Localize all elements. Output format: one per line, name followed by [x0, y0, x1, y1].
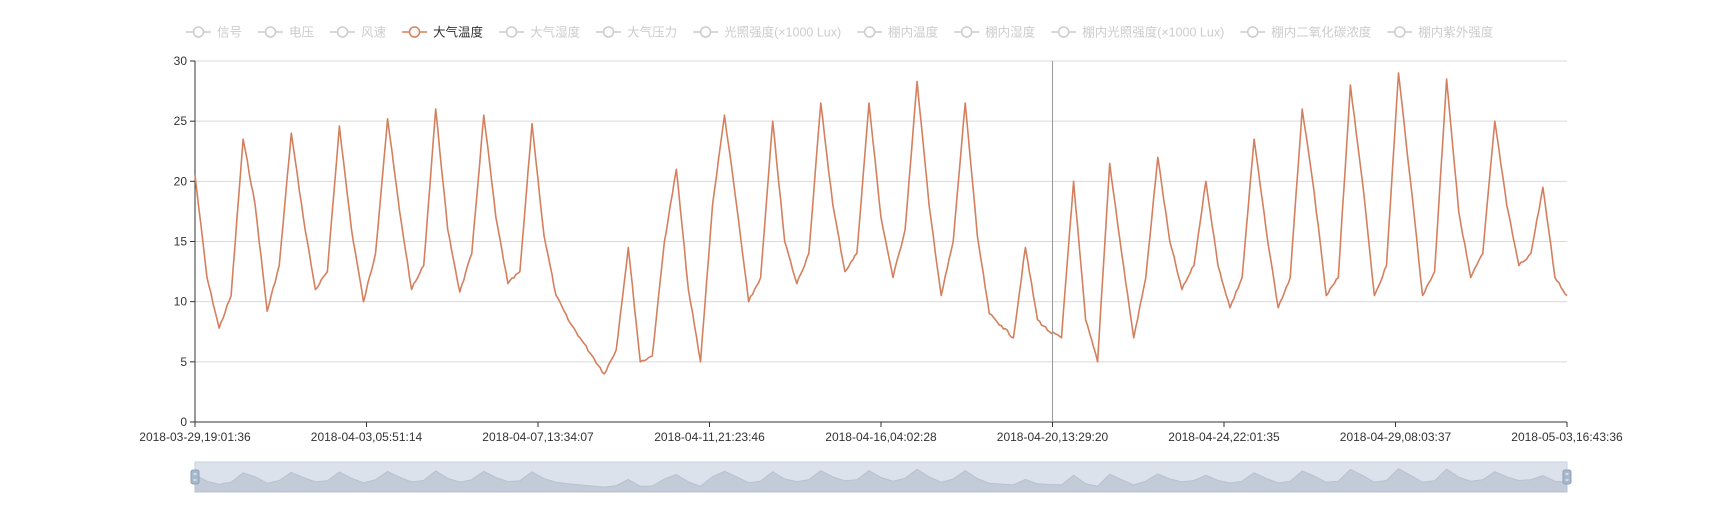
legend-item[interactable]: 大气压力 — [596, 25, 677, 40]
legend-item[interactable]: 大气温度 — [402, 25, 484, 40]
x-tick-label: 2018-04-16,04:02:28 — [825, 430, 937, 444]
zoom-handle-left[interactable] — [190, 469, 200, 485]
legend-label: 信号 — [217, 26, 242, 40]
legend-label: 大气压力 — [627, 25, 677, 40]
handle-grip-icon — [190, 469, 200, 485]
x-axis: 2018-03-29,19:01:36 2018-04-03,05:51:14 20… — [139, 421, 1623, 444]
handle-grip-icon — [1562, 469, 1572, 485]
y-tick-label: 20 — [174, 174, 188, 188]
legend-item[interactable]: 大气湿度 — [499, 25, 581, 40]
legend-circle-icon — [960, 26, 973, 38]
y-tick-label: 25 — [174, 114, 188, 128]
legend-item[interactable]: 电压 — [258, 26, 314, 40]
y-tick-label: 30 — [174, 54, 188, 68]
legend-label: 光照强度(×1000 Lux) — [724, 25, 841, 40]
legend-item[interactable]: 风速 — [330, 26, 387, 40]
legend-label: 棚内温度 — [888, 25, 939, 40]
legend-label: 风速 — [361, 26, 387, 40]
x-tick-label: 2018-04-03,05:51:14 — [311, 430, 423, 444]
legend-item[interactable]: 信号 — [186, 26, 242, 40]
x-tick-label: 2018-04-11,21:23:46 — [654, 430, 765, 444]
legend-circle-icon — [408, 26, 421, 38]
zoom-preview-area — [194, 468, 1568, 493]
y-tick-label: 5 — [180, 355, 187, 369]
legend-circle-icon — [1394, 26, 1406, 38]
y-axis: 0 5 10 15 20 25 30 — [174, 54, 196, 429]
x-tick-label: 2018-04-24,22:01:35 — [1168, 430, 1280, 444]
zoom-handle-right[interactable] — [1562, 469, 1572, 485]
legend-label: 电压 — [289, 26, 314, 40]
legend-item[interactable]: 棚内紫外强度 — [1387, 25, 1494, 40]
legend-circle-icon — [505, 26, 518, 38]
legend-label: 大气温度 — [433, 25, 484, 40]
legend-label: 棚内紫外强度 — [1418, 25, 1494, 40]
x-tick-label: 2018-03-29,19:01:36 — [139, 430, 251, 444]
legend-item[interactable]: 棚内湿度 — [954, 25, 1036, 40]
legend: 信号 电压 风速 大气温度 大气湿度 大气压力 光照强度(×1000 Lux) 棚内温度 棚内湿… — [186, 25, 1494, 40]
legend-circle-icon — [336, 26, 349, 38]
grid-lines — [195, 60, 1567, 363]
x-tick-label: 2018-04-20,13:29:20 — [997, 430, 1109, 444]
legend-label: 棚内光照强度(×1000 Lux) — [1082, 25, 1224, 40]
legend-item[interactable]: 棚内二氧化碳浓度 — [1240, 25, 1372, 40]
legend-item[interactable]: 棚内光照强度(×1000 Lux) — [1051, 25, 1224, 40]
legend-label: 棚内湿度 — [985, 25, 1036, 40]
x-tick-label: 2018-05-03,16:43:36 — [1511, 430, 1623, 444]
data-zoom-slider[interactable] — [190, 461, 1572, 493]
y-tick-label: 10 — [174, 295, 188, 309]
legend-label: 大气湿度 — [530, 25, 581, 40]
series-layer — [194, 72, 1568, 375]
legend-circle-icon — [264, 26, 277, 38]
legend-item[interactable]: 光照强度(×1000 Lux) — [693, 25, 841, 40]
x-tick-label: 2018-04-07,13:34:07 — [482, 430, 594, 444]
series-line-atmospheric-temperature — [194, 72, 1568, 375]
legend-item[interactable]: 棚内温度 — [857, 25, 939, 40]
legend-circle-icon — [602, 26, 615, 38]
x-tick-label: 2018-04-29,08:03:37 — [1340, 430, 1452, 444]
legend-circle-icon — [192, 26, 205, 38]
y-tick-label: 15 — [174, 235, 188, 249]
legend-circle-icon — [699, 26, 712, 38]
legend-circle-icon — [863, 26, 876, 38]
legend-circle-icon — [1057, 26, 1070, 38]
legend-label: 棚内二氧化碳浓度 — [1271, 25, 1372, 40]
y-tick-label: 0 — [180, 415, 187, 429]
legend-circle-icon — [1247, 26, 1259, 38]
